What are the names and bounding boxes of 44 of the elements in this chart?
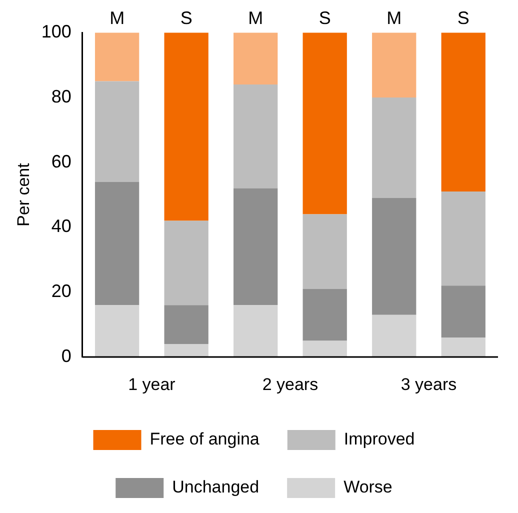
y-tick-label: 40 [51,216,72,236]
bar [234,32,278,85]
bar [302,32,347,214]
x-tick-label: M [248,8,264,28]
x-tick-label: M [386,8,402,28]
y-tick-label: 20 [51,281,72,302]
bar [441,32,486,192]
bar [302,340,347,357]
bar [372,314,416,357]
bar [164,32,208,221]
bar [441,338,486,357]
text: 3 years [400,375,457,394]
bar [372,32,416,98]
bar [164,220,208,306]
text: 2 years [262,375,318,394]
y-axis-title: Per cent [14,162,33,226]
legend-label: Free of angina [150,430,260,449]
legend-label: Improved [344,430,415,449]
bar [94,81,140,182]
x-tick-label: S [457,8,470,28]
legend-label: Worse [344,478,392,497]
bar [164,305,208,344]
y-tick-label: 0 [61,346,72,366]
bar [94,305,140,357]
y-tick-label: 80 [51,86,72,106]
text: 1 year [128,375,176,394]
x-tick-label: S [318,8,331,28]
bar [234,84,278,188]
x-tick-label: S [180,8,192,28]
y-tick-label: 60 [51,151,72,172]
bar [94,32,140,82]
y-tick-label: 100 [41,22,72,42]
bar [164,344,208,357]
x-tick-label: M [110,8,125,28]
bar [234,188,278,306]
bar [441,192,486,286]
bar [302,214,347,289]
bar [372,198,416,315]
bar [372,97,416,198]
bar [94,182,140,306]
bar [441,286,486,338]
bar [234,305,278,357]
bar [302,288,347,341]
legend-label: Unchanged [172,478,260,497]
